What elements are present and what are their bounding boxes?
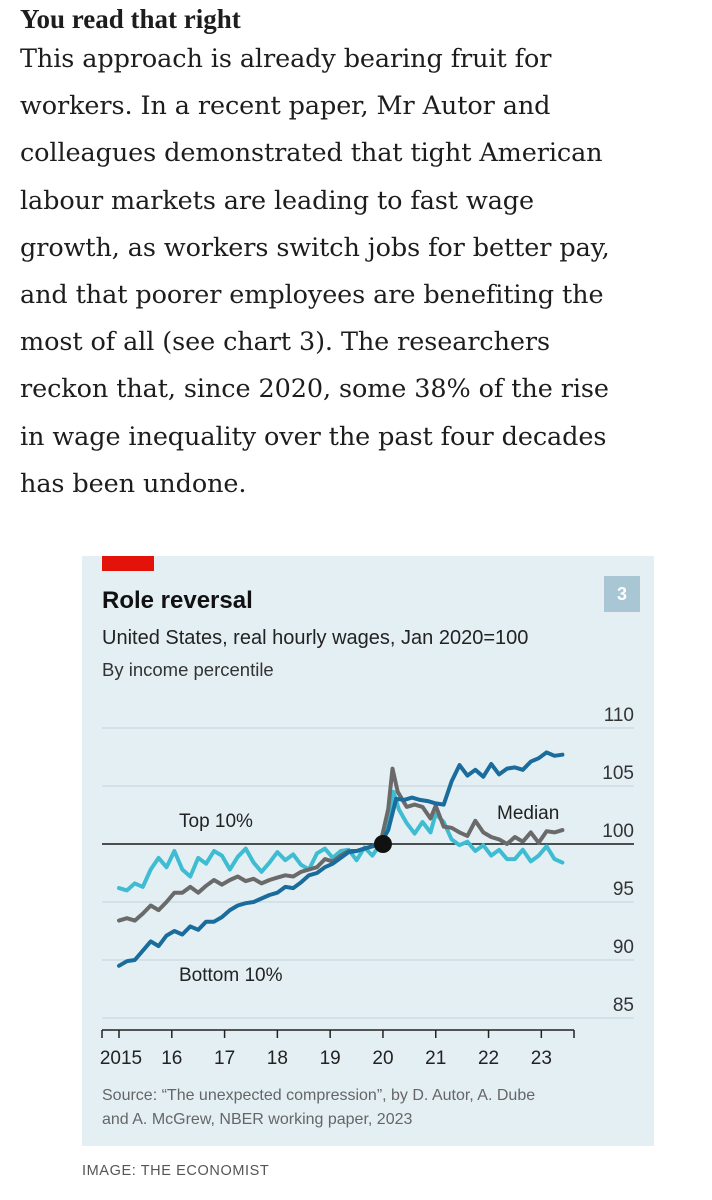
- x-tick-label-2015: 2015: [100, 1048, 142, 1069]
- series-line-top-10: [117, 789, 565, 893]
- body-line-6: and that poorer employees are benefiting…: [20, 280, 604, 311]
- body-line-3: colleagues demonstrated that tight Ameri…: [20, 138, 603, 169]
- y-tick-label-105: 105: [602, 763, 634, 784]
- jan-2020-marker: [373, 835, 392, 853]
- y-axis-ticks: 110 105 100 95 90 85: [602, 705, 634, 1016]
- y-tick-label-85: 85: [613, 995, 634, 1016]
- chart-number-badge: [604, 576, 640, 612]
- label-bottom-10: Bottom 10%: [179, 965, 283, 986]
- body-line-9: in wage inequality over the past four de…: [20, 421, 607, 452]
- image-credit: IMAGE: THE ECONOMIST: [82, 1163, 270, 1179]
- article-heading: You read that right: [20, 4, 241, 34]
- chart-card: 3 Role reversal United States, real hour…: [82, 556, 654, 1146]
- body-line-4: labour markets are leading to fast wage: [20, 185, 535, 216]
- x-tick-label-20: 20: [372, 1048, 393, 1069]
- body-line-5: growth, as workers switch jobs for bette…: [20, 232, 610, 263]
- article-body: This approach is already bearing fruit f…: [20, 36, 700, 508]
- series-lines: [117, 750, 565, 968]
- label-top-10: Top 10%: [179, 811, 253, 832]
- x-tick-label-21: 21: [425, 1048, 446, 1069]
- body-line-8: reckon that, since 2020, some 38% of the…: [20, 374, 609, 405]
- y-tick-label-100: 100: [602, 821, 634, 842]
- x-tick-label-19: 19: [320, 1048, 341, 1069]
- x-axis: 2015 16 17 18 19 20 21 22 23: [100, 1029, 575, 1069]
- x-tick-label-23: 23: [531, 1048, 552, 1069]
- chart-subtitle-2: By income percentile: [102, 659, 274, 680]
- y-tick-label-90: 90: [613, 937, 634, 958]
- grid: [102, 727, 634, 1019]
- y-tick-label-95: 95: [613, 879, 634, 900]
- chart-subtitle: United States, real hourly wages, Jan 20…: [102, 627, 528, 649]
- x-tick-label-18: 18: [267, 1048, 288, 1069]
- chart-title: Role reversal: [102, 587, 253, 614]
- y-tick-label-110: 110: [604, 705, 634, 726]
- chart-number-text: 3: [617, 584, 627, 604]
- x-tick-label-17: 17: [214, 1048, 235, 1069]
- body-line-7: most of all (see chart 3). The researche…: [20, 327, 550, 358]
- label-median: Median: [497, 803, 559, 824]
- body-line-10: has been undone.: [20, 468, 247, 499]
- chart-svg: 3 Role reversal United States, real hour…: [100, 556, 640, 1128]
- body-line-1: This approach is already bearing fruit f…: [20, 44, 552, 74]
- body-line-2: workers. In a recent paper, Mr Autor and: [20, 91, 551, 122]
- x-tick-label-16: 16: [161, 1048, 182, 1069]
- source-line-2: and A. McGrew, NBER working paper, 2023: [102, 1111, 412, 1128]
- series-line-bottom-10: [117, 750, 565, 968]
- red-tab: [102, 556, 154, 571]
- source-line-1: Source: “The unexpected compression”, by…: [102, 1087, 535, 1104]
- x-tick-label-22: 22: [478, 1048, 499, 1069]
- article: You read that right This approach is alr…: [20, 0, 700, 508]
